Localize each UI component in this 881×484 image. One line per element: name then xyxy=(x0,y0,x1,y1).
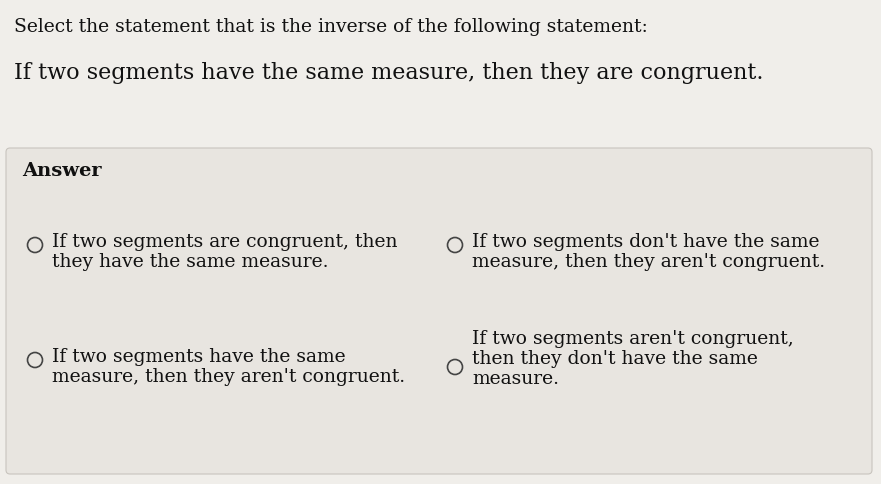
Text: measure.: measure. xyxy=(472,370,559,388)
Text: If two segments don't have the same: If two segments don't have the same xyxy=(472,233,819,251)
Text: Answer: Answer xyxy=(22,162,101,180)
Text: If two segments are congruent, then: If two segments are congruent, then xyxy=(52,233,397,251)
Text: they have the same measure.: they have the same measure. xyxy=(52,253,329,271)
Text: If two segments have the same measure, then they are congruent.: If two segments have the same measure, t… xyxy=(14,62,764,84)
Text: If two segments have the same: If two segments have the same xyxy=(52,348,345,366)
Text: then they don't have the same: then they don't have the same xyxy=(472,350,758,368)
FancyBboxPatch shape xyxy=(6,148,872,474)
Text: If two segments aren't congruent,: If two segments aren't congruent, xyxy=(472,330,794,348)
Text: measure, then they aren't congruent.: measure, then they aren't congruent. xyxy=(52,368,405,386)
Text: Select the statement that is the inverse of the following statement:: Select the statement that is the inverse… xyxy=(14,18,648,36)
Text: measure, then they aren't congruent.: measure, then they aren't congruent. xyxy=(472,253,825,271)
